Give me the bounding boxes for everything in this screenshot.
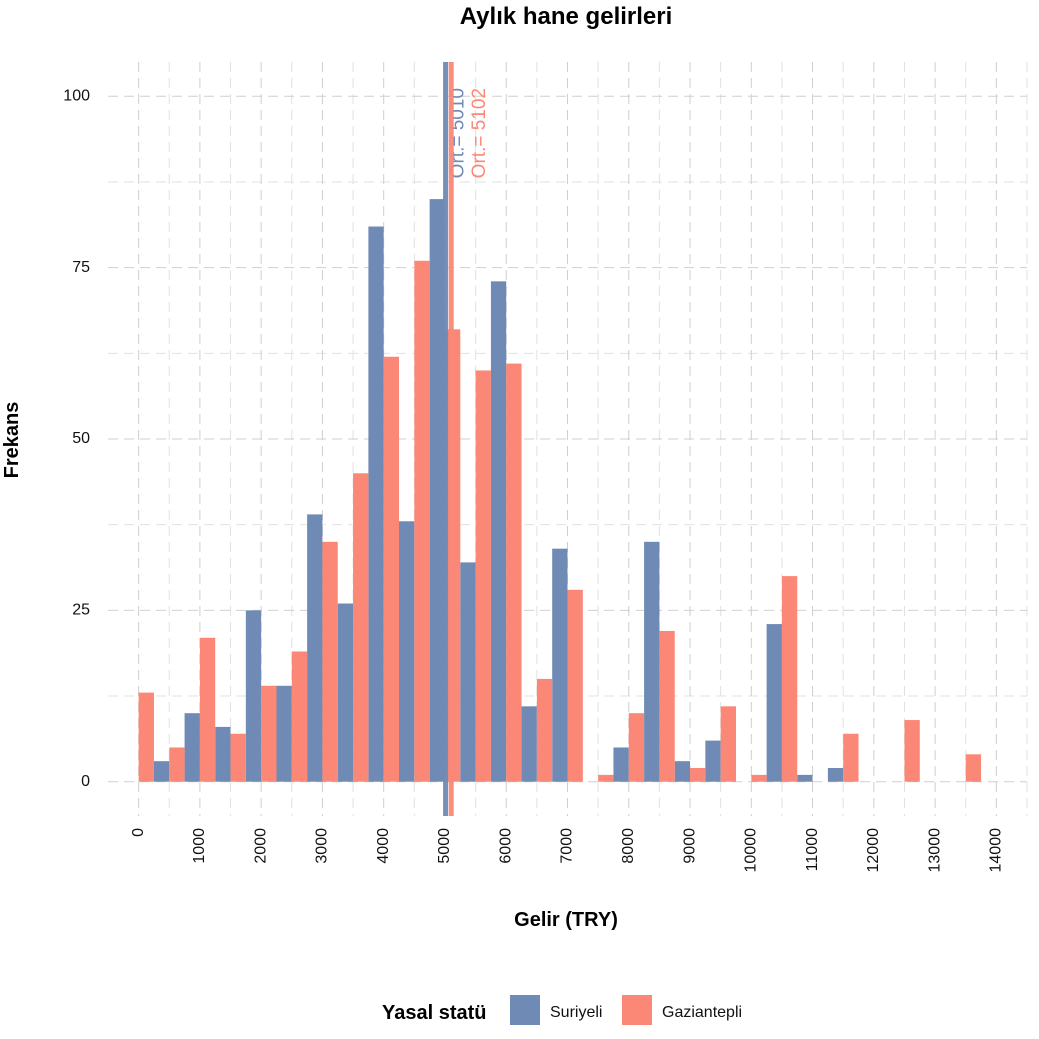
bar-suriyeli	[521, 706, 537, 782]
bar-gaziantepli	[690, 768, 706, 782]
bar-gaziantepli	[169, 747, 185, 782]
bar-suriyeli	[368, 226, 384, 782]
y-tick-label: 50	[72, 430, 90, 447]
y-axis-title: Frekans	[1, 402, 23, 479]
x-tick-label: 3000	[314, 828, 331, 864]
bar-suriyeli	[644, 541, 660, 782]
bar-gaziantepli	[414, 260, 430, 782]
bar-suriyeli	[184, 713, 200, 782]
y-tick-label: 0	[81, 773, 90, 790]
x-tick-label: 2000	[252, 828, 269, 864]
y-tick-label: 25	[72, 602, 90, 619]
x-tick-label: 10000	[743, 828, 760, 873]
bar-suriyeli	[766, 624, 782, 782]
x-tick-label: 14000	[988, 828, 1005, 873]
bar-gaziantepli	[291, 651, 308, 782]
x-tick-label: 11000	[804, 828, 821, 871]
bar-suriyeli	[153, 761, 170, 782]
x-tick-label: 13000	[926, 828, 943, 873]
y-tick-label: 100	[63, 87, 90, 104]
mean-layer: Ort.= 5010 Ort.= 5102	[443, 62, 490, 816]
x-tick-label: 8000	[620, 828, 637, 864]
mean-label-gaziantepli: Ort.= 5102	[469, 88, 490, 178]
bar-suriyeli	[460, 562, 476, 782]
x-tick-label: 12000	[865, 828, 882, 873]
bar-suriyeli	[337, 603, 354, 782]
x-tick-label: 5000	[436, 828, 453, 864]
x-tick-label: 4000	[375, 828, 392, 864]
bar-gaziantepli	[628, 713, 645, 782]
bar-gaziantepli	[322, 541, 338, 782]
bar-gaziantepli	[751, 774, 767, 782]
y-tick-label: 75	[72, 259, 90, 276]
bar-gaziantepli	[536, 678, 553, 782]
bar-suriyeli	[307, 514, 323, 782]
bar-gaziantepli	[230, 733, 246, 782]
bar-gaziantepli	[781, 576, 798, 782]
bar-layer	[138, 199, 982, 782]
bar-gaziantepli	[965, 754, 982, 782]
chart-title: Aylık hane gelirleri	[460, 3, 673, 30]
bar-suriyeli	[827, 768, 844, 782]
bar-suriyeli	[705, 740, 721, 782]
bar-gaziantepli	[904, 720, 920, 782]
bar-gaziantepli	[567, 589, 583, 782]
bar-gaziantepli	[598, 774, 614, 782]
x-tick-label: 9000	[681, 828, 698, 864]
bar-suriyeli	[552, 548, 568, 782]
x-axis-title: Gelir (TRY)	[514, 909, 618, 931]
legend-label-suriyeli: Suriyeli	[550, 1004, 602, 1021]
legend-label-gaziantepli: Gaziantepli	[662, 1004, 742, 1021]
bar-gaziantepli	[475, 370, 491, 782]
bar-gaziantepli	[843, 733, 859, 782]
bar-gaziantepli	[383, 356, 400, 782]
bar-gaziantepli	[659, 630, 675, 782]
bar-suriyeli	[490, 281, 507, 782]
legend-swatch-gaziantepli	[622, 995, 652, 1025]
legend-title: Yasal statü	[382, 1002, 487, 1024]
bar-gaziantepli	[506, 363, 522, 782]
x-tick-label: 1000	[191, 828, 208, 864]
bar-suriyeli	[399, 521, 415, 782]
bar-suriyeli	[613, 747, 629, 782]
tick-layer: 0 1000 2000 3000 4000 5000 6000 7000 8000 9000 100…	[63, 87, 1004, 872]
bar-gaziantepli	[720, 706, 736, 782]
x-tick-label: 7000	[559, 828, 576, 864]
legend-swatch-suriyeli	[510, 995, 540, 1025]
bar-suriyeli	[215, 726, 231, 782]
bar-suriyeli	[674, 761, 691, 782]
bar-gaziantepli	[199, 637, 216, 782]
bar-gaziantepli	[261, 685, 277, 782]
bar-suriyeli	[429, 199, 445, 782]
bar-gaziantepli	[138, 692, 154, 782]
x-tick-label: 0	[130, 828, 147, 837]
bar-suriyeli	[276, 685, 292, 782]
x-tick-label: 6000	[497, 828, 514, 864]
bar-suriyeli	[797, 774, 813, 782]
bar-gaziantepli	[353, 473, 369, 782]
legend: Yasal statü Suriyeli Gaziantepli	[382, 995, 742, 1025]
bar-suriyeli	[245, 610, 262, 782]
